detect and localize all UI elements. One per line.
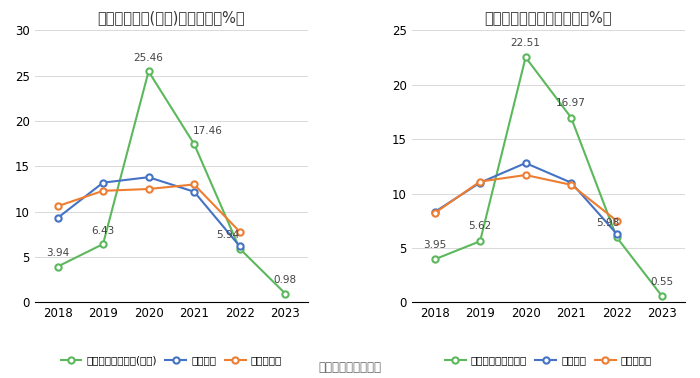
行业中位数: [99, 189, 107, 193]
行业均值: [567, 180, 575, 185]
行业均值: [235, 244, 244, 248]
Text: 5.62: 5.62: [468, 222, 491, 231]
行业中位数: [190, 182, 198, 187]
Text: 0.55: 0.55: [651, 277, 674, 287]
Title: 净资产收益率(加权)历年情况（%）: 净资产收益率(加权)历年情况（%）: [97, 10, 245, 25]
公司投入资本回报率: [658, 294, 666, 299]
Line: 行业均值: 行业均值: [431, 160, 620, 237]
Text: 3.94: 3.94: [46, 248, 69, 259]
Legend: 公司净资产收益率(加权), 行业均值, 行业中位数: 公司净资产收益率(加权), 行业均值, 行业中位数: [57, 351, 286, 369]
行业中位数: [476, 179, 484, 184]
公司投入资本回报率: [522, 55, 530, 60]
Text: 6.43: 6.43: [92, 226, 115, 236]
Text: 16.97: 16.97: [556, 98, 586, 108]
Text: 5.98: 5.98: [596, 217, 620, 228]
Text: 17.46: 17.46: [193, 126, 223, 136]
Text: 3.95: 3.95: [423, 240, 446, 249]
行业中位数: [53, 204, 62, 209]
行业中位数: [567, 183, 575, 187]
公司净资产收益率(加权): [144, 69, 153, 74]
行业中位数: [612, 218, 621, 223]
公司投入资本回报率: [567, 115, 575, 120]
行业均值: [612, 232, 621, 236]
行业均值: [99, 180, 107, 185]
Text: 25.46: 25.46: [134, 53, 164, 63]
Text: 数据来源：恒生聚源: 数据来源：恒生聚源: [318, 361, 382, 374]
公司净资产收益率(加权): [235, 246, 244, 251]
Text: 22.51: 22.51: [511, 37, 540, 48]
Line: 行业均值: 行业均值: [55, 174, 243, 249]
Text: 0.98: 0.98: [274, 275, 297, 285]
公司净资产收益率(加权): [281, 291, 289, 296]
行业均值: [144, 175, 153, 180]
行业均值: [190, 189, 198, 194]
公司投入资本回报率: [612, 235, 621, 240]
行业中位数: [144, 187, 153, 191]
Line: 公司投入资本回报率: 公司投入资本回报率: [431, 54, 666, 299]
行业均值: [53, 216, 62, 220]
行业均值: [522, 161, 530, 165]
行业中位数: [522, 173, 530, 177]
行业均值: [430, 210, 439, 214]
公司投入资本回报率: [430, 257, 439, 262]
公司投入资本回报率: [476, 239, 484, 243]
Line: 公司净资产收益率(加权): 公司净资产收益率(加权): [55, 68, 288, 297]
Title: 投入资本回报率历年情况（%）: 投入资本回报率历年情况（%）: [484, 10, 612, 25]
行业中位数: [430, 211, 439, 215]
公司净资产收益率(加权): [99, 242, 107, 246]
公司净资产收益率(加权): [190, 142, 198, 146]
行业均值: [476, 180, 484, 185]
Line: 行业中位数: 行业中位数: [431, 172, 620, 224]
公司净资产收益率(加权): [53, 264, 62, 269]
Text: 5.94: 5.94: [216, 230, 240, 240]
Line: 行业中位数: 行业中位数: [55, 181, 243, 235]
Legend: 公司投入资本回报率, 行业均值, 行业中位数: 公司投入资本回报率, 行业均值, 行业中位数: [440, 351, 656, 369]
行业中位数: [235, 229, 244, 234]
